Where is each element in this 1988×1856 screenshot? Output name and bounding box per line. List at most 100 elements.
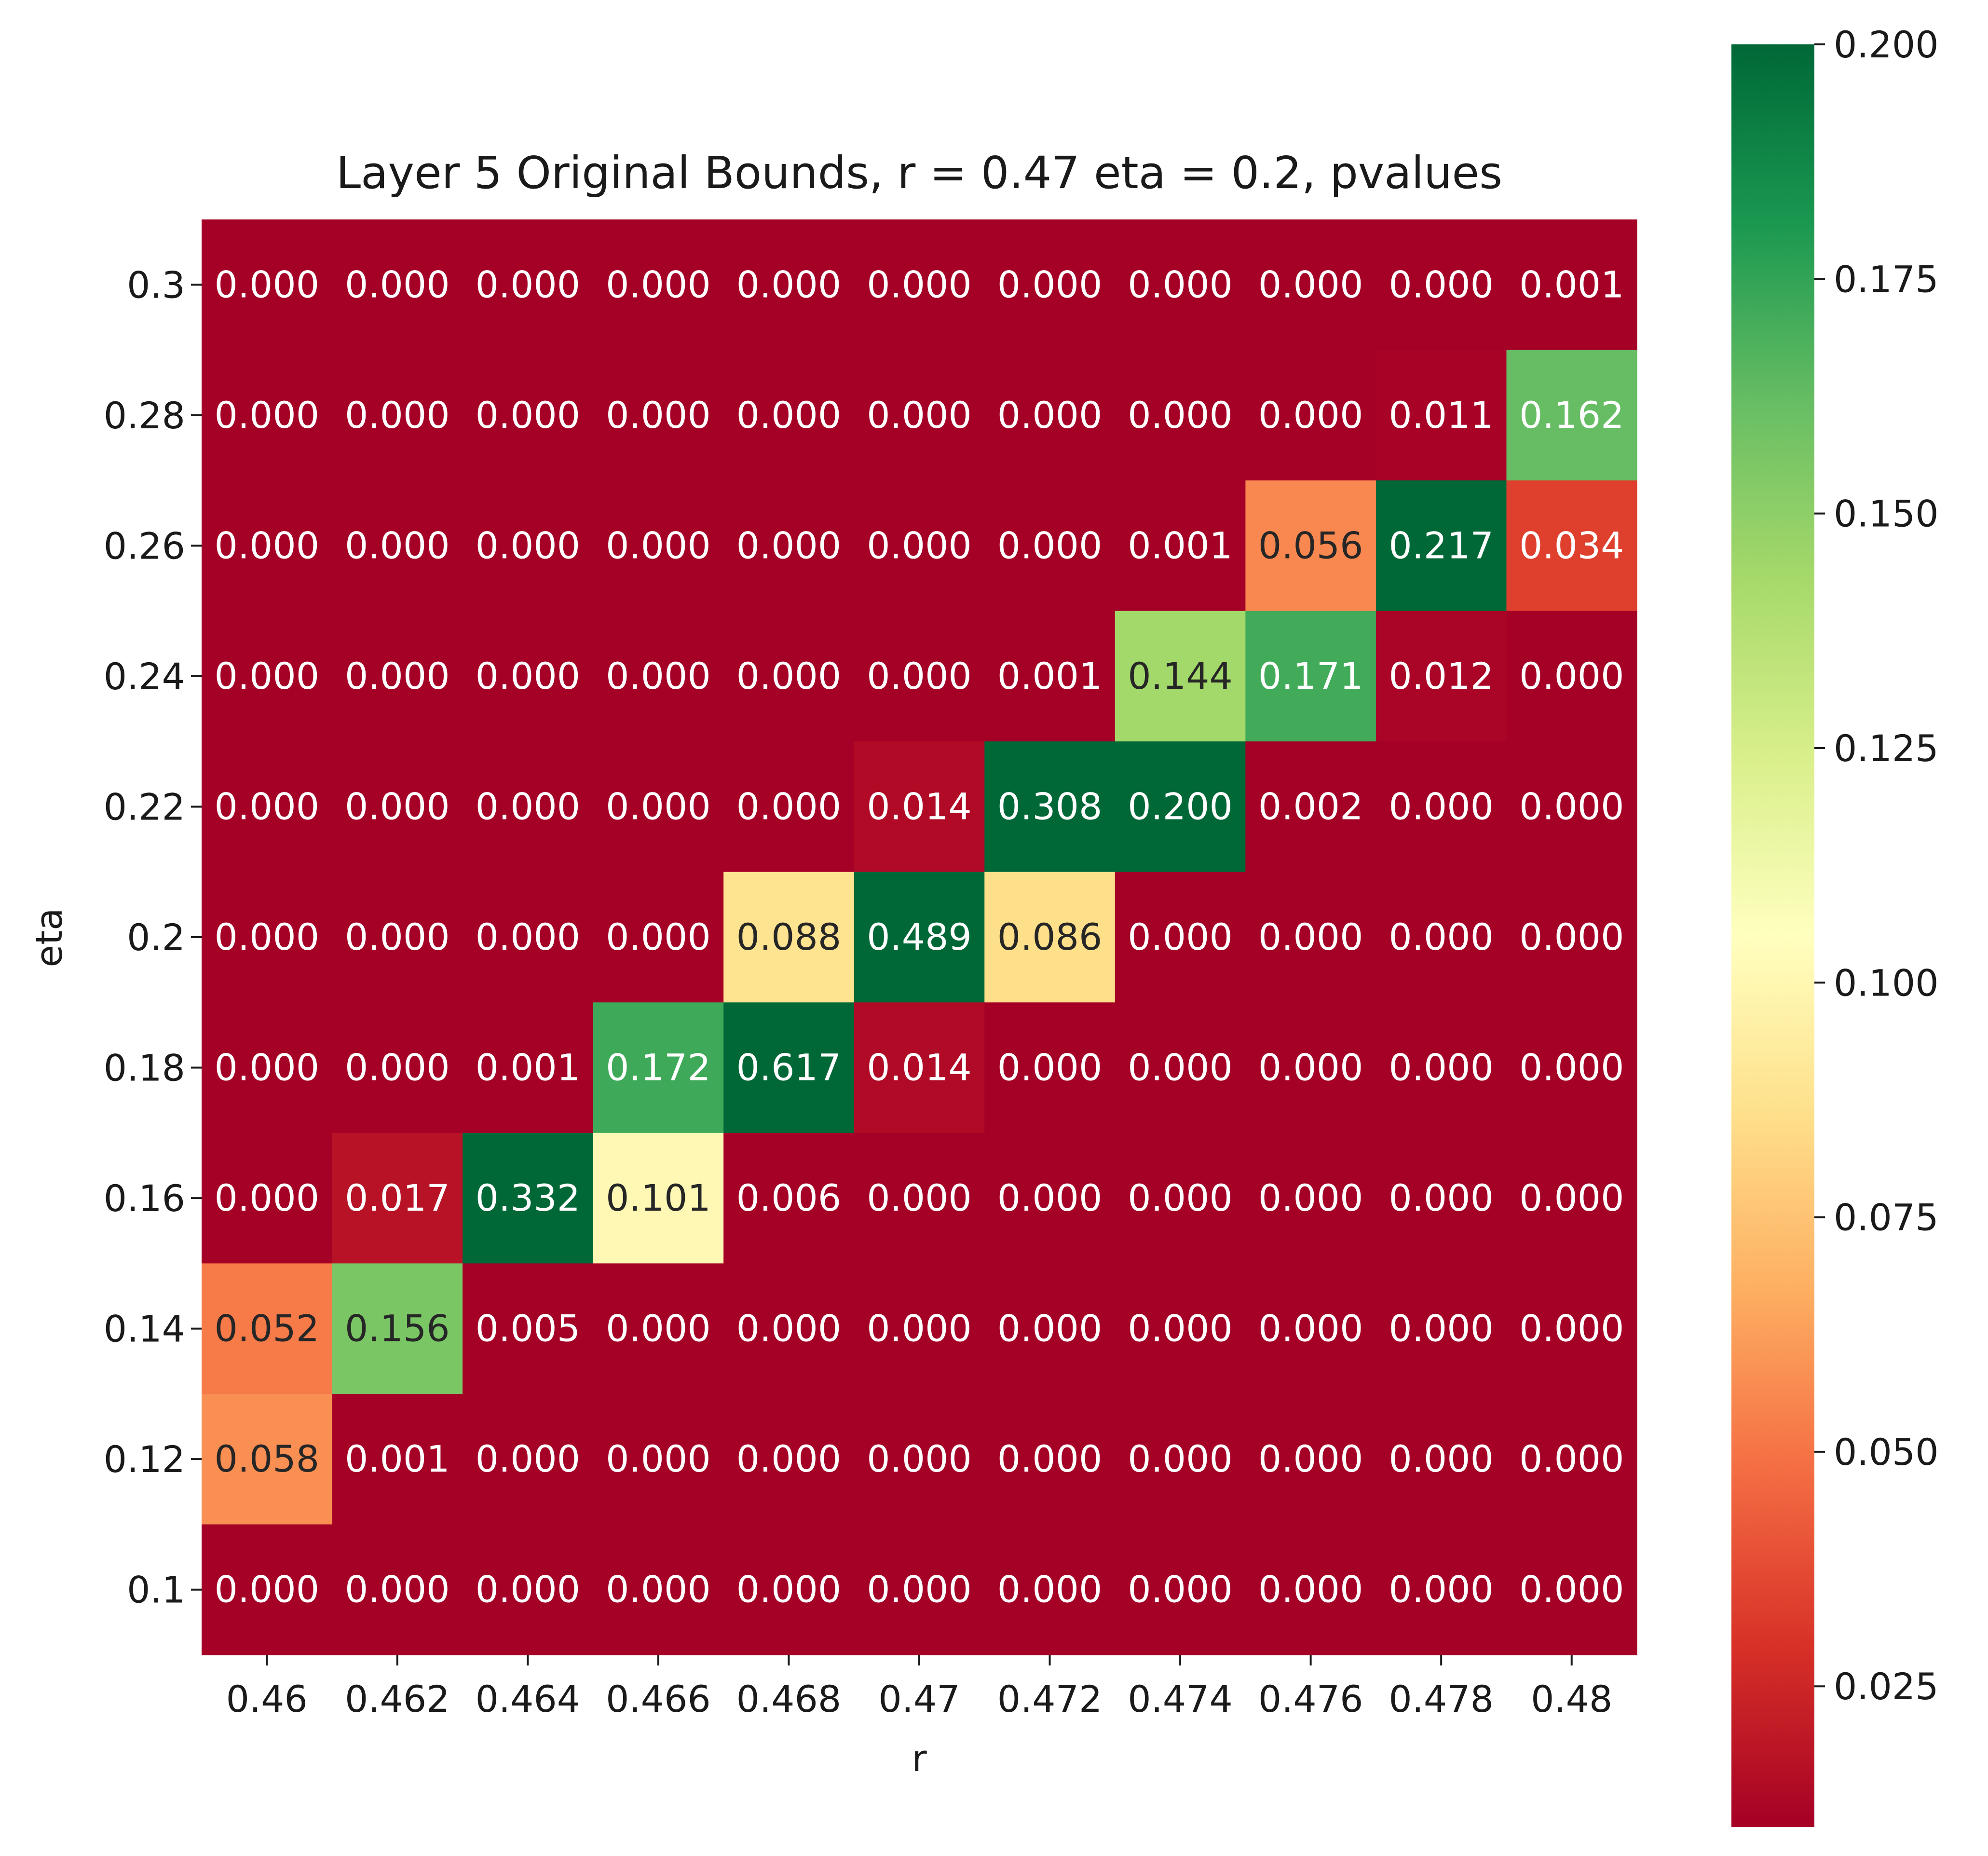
heatmap-cell [1245, 350, 1376, 481]
heatmap-cell [1115, 1393, 1246, 1525]
cell-value-label: 0.000 [997, 524, 1103, 567]
heatmap-cell [1245, 741, 1376, 873]
heatmap-cell [202, 872, 333, 1003]
cell-value-label: 0.000 [1128, 394, 1233, 437]
heatmap-cell [723, 219, 855, 351]
heatmap-cell [854, 741, 985, 873]
cell-value-label: 0.000 [867, 1568, 972, 1611]
heatmap-cell [1375, 219, 1507, 351]
cell-value-label: 0.000 [1519, 1176, 1624, 1219]
cell-value-label: 0.011 [1389, 394, 1494, 437]
heatmap-cell [593, 350, 724, 481]
cell-value-label: 0.000 [736, 1307, 842, 1350]
cell-value-label: 0.000 [606, 524, 711, 567]
cell-value-label: 0.000 [476, 785, 581, 828]
cell-value-label: 0.332 [476, 1176, 581, 1219]
heatmap-cell [1506, 1133, 1637, 1264]
heatmap-cell [984, 1133, 1116, 1264]
cell-value-label: 0.000 [1389, 1437, 1494, 1480]
x-tick-label: 0.462 [345, 1678, 450, 1720]
heatmap-cell [1115, 350, 1246, 481]
cell-value-label: 0.000 [867, 655, 972, 697]
y-tick-label: 0.28 [104, 394, 185, 437]
heatmap-cells [202, 219, 1637, 1655]
heatmap-cell [854, 1002, 985, 1133]
colorbar-tick-label: 0.175 [1834, 258, 1939, 300]
heatmap-cell [202, 350, 333, 481]
cell-value-label: 0.000 [214, 1176, 319, 1219]
heatmap-cell [463, 1393, 594, 1525]
cell-value-label: 0.000 [1389, 1307, 1494, 1350]
heatmap-cell [593, 1263, 724, 1394]
heatmap-cell [1245, 480, 1376, 612]
cell-value-label: 0.000 [1519, 655, 1624, 697]
heatmap-cell [723, 480, 855, 612]
x-tick-label: 0.48 [1531, 1678, 1612, 1720]
heatmap-cell [202, 741, 333, 873]
heatmap-cell [1506, 480, 1637, 612]
cell-value-label: 0.000 [476, 524, 581, 567]
cell-value-label: 0.052 [214, 1307, 319, 1350]
cell-value-label: 0.014 [867, 785, 972, 828]
cell-value-label: 0.000 [345, 785, 450, 828]
cell-value-label: 0.000 [1128, 1568, 1233, 1611]
cell-value-label: 0.000 [345, 263, 450, 306]
heatmap-cell [463, 741, 594, 873]
x-tick-label: 0.47 [878, 1678, 960, 1720]
cell-value-label: 0.000 [214, 263, 319, 306]
cell-value-label: 0.000 [476, 263, 581, 306]
x-axis: 0.46 0.462 0.464 0.466 0.468 0.47 0.472 0.474 0.… [226, 1655, 1612, 1720]
heatmap-cell [1375, 611, 1507, 742]
cell-value-label: 0.000 [867, 524, 972, 567]
cell-value-label: 0.200 [1128, 785, 1233, 828]
cell-value-label: 0.056 [1258, 524, 1363, 567]
cell-value-label: 0.002 [1258, 785, 1363, 828]
x-tick-label: 0.466 [606, 1678, 711, 1720]
cell-value-label: 0.088 [736, 915, 842, 958]
cell-value-label: 0.000 [345, 1046, 450, 1089]
cell-value-label: 0.000 [476, 394, 581, 437]
cell-value-label: 0.000 [1389, 1176, 1494, 1219]
cell-value-label: 0.000 [736, 394, 842, 437]
y-tick-label: 0.16 [104, 1177, 185, 1220]
cell-value-label: 0.000 [736, 263, 842, 306]
cell-value-label: 0.001 [1519, 263, 1624, 306]
cell-value-label: 0.017 [345, 1176, 450, 1219]
cell-value-label: 0.000 [345, 394, 450, 437]
heatmap-cell [593, 872, 724, 1003]
cell-value-label: 0.000 [736, 1568, 842, 1611]
heatmap-cell [723, 350, 855, 481]
heatmap-cell [723, 1524, 855, 1655]
heatmap-cell [1115, 1133, 1246, 1264]
cell-value-label: 0.000 [345, 915, 450, 958]
cell-value-label: 0.489 [867, 915, 972, 958]
cell-value-label: 0.000 [345, 524, 450, 567]
heatmap-cell [854, 1263, 985, 1394]
heatmap-cell [1375, 1133, 1507, 1264]
colorbar-tick-label: 0.050 [1834, 1431, 1939, 1474]
cell-value-label: 0.000 [1519, 1568, 1624, 1611]
cell-value-label: 0.034 [1519, 524, 1624, 567]
heatmap-cell [332, 1524, 463, 1655]
heatmap-cell [1245, 872, 1376, 1003]
heatmap-cell [332, 872, 463, 1003]
heatmap-cell [463, 1524, 594, 1655]
heatmap-cell [1245, 1393, 1376, 1525]
cell-value-label: 0.000 [1128, 915, 1233, 958]
cell-value-label: 0.000 [606, 1568, 711, 1611]
cell-value-label: 0.000 [867, 1307, 972, 1350]
cell-value-label: 0.172 [606, 1046, 711, 1089]
cell-value-label: 0.617 [736, 1046, 842, 1089]
heatmap-cell [984, 611, 1116, 742]
heatmap-cell [463, 872, 594, 1003]
cell-value-label: 0.012 [1389, 655, 1494, 697]
colorbar-tick-label: 0.075 [1834, 1196, 1939, 1239]
heatmap-cell [854, 1133, 985, 1264]
cell-value-label: 0.000 [736, 1437, 842, 1480]
heatmap-cell [1506, 1263, 1637, 1394]
cell-value-label: 0.000 [476, 1568, 581, 1611]
cell-value-label: 0.000 [214, 785, 319, 828]
colorbar-tick-label: 0.150 [1834, 492, 1939, 535]
heatmap-cell [984, 741, 1116, 873]
heatmap-cell [854, 611, 985, 742]
